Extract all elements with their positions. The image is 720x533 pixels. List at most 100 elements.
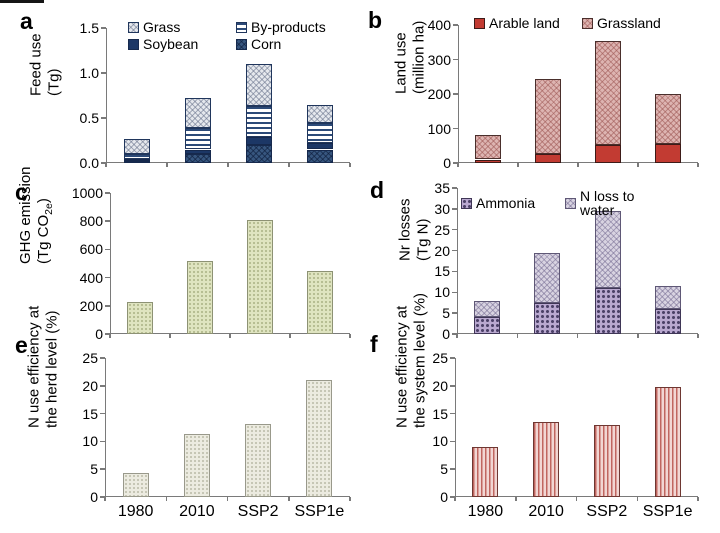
y-tick-label: 15 — [434, 263, 450, 280]
legend-item-corn: Corn — [236, 37, 344, 51]
x-tick-mark — [515, 497, 517, 501]
y-tick-label: 25 — [82, 350, 98, 366]
y-tick-label: 10 — [432, 433, 448, 450]
y-tick-mark — [100, 468, 105, 470]
y-tick-label: 200 — [427, 86, 451, 102]
y-tick-mark — [105, 276, 110, 279]
y-tick-mark — [453, 24, 458, 26]
crop-artifact — [0, 0, 44, 3]
x-category-label: 2010 — [179, 503, 215, 520]
bar-segment-grass — [123, 138, 150, 154]
panel-letter-e: e — [15, 332, 28, 358]
x-tick-mark — [227, 163, 229, 167]
y-tick-label: 1000 — [71, 185, 103, 201]
y-tick-mark — [453, 58, 458, 61]
legend-item-grass: Grass — [128, 20, 236, 34]
y-tick-mark — [105, 333, 110, 335]
bar-segment-byproducts — [245, 106, 272, 137]
y-tick-mark — [450, 496, 455, 498]
y-tick-mark — [100, 385, 105, 387]
y-tick-label: 20 — [82, 377, 98, 394]
y-tick-label: 1.0 — [79, 65, 99, 81]
x-tick-mark — [636, 497, 638, 501]
y-tick-mark — [101, 27, 106, 29]
x-tick-mark — [456, 334, 458, 338]
y-tick-label: 0 — [95, 326, 103, 342]
plot-area — [455, 358, 698, 497]
bar-segment-system — [593, 424, 620, 497]
bar-segment-soybean — [245, 136, 272, 145]
legend: Ammonia N loss to water — [461, 189, 669, 217]
x-tick-mark — [454, 497, 456, 501]
bar-segment-byproducts — [184, 127, 211, 150]
y-tick-mark — [100, 440, 105, 443]
y-tick-label: 10 — [82, 433, 98, 450]
bar-segment-corn — [245, 145, 272, 163]
legend: Arable land Grassland — [474, 16, 690, 30]
x-category-label: SSP2 — [237, 503, 279, 520]
x-category-label: 2010 — [528, 503, 564, 520]
bar-segment-ammonia — [474, 317, 501, 334]
panel-letter-c: c — [15, 179, 28, 205]
y-tick-mark — [453, 127, 458, 130]
x-tick-mark — [349, 334, 351, 338]
x-tick-mark — [349, 497, 351, 501]
y-tick-label: 20 — [434, 242, 450, 259]
plot-area — [106, 28, 350, 163]
bar-segment-ammonia — [654, 309, 681, 334]
bar-segment-ghg — [127, 301, 153, 334]
legend: Grass By-products Soybean Corn — [128, 20, 344, 51]
y-tick-mark — [101, 72, 106, 74]
x-tick-mark — [637, 334, 639, 338]
y-tick-label: 30 — [434, 200, 450, 217]
x-category-label: SSP1e — [294, 503, 345, 520]
legend-swatch-grassland-icon — [582, 17, 593, 29]
y-tick-mark — [452, 187, 457, 189]
y-tick-mark — [105, 220, 110, 222]
y-tick-label: 400 — [79, 269, 103, 286]
bar-segment-grassland — [655, 94, 681, 144]
bar-segment-nwater — [594, 210, 621, 289]
y-tick-label: 300 — [427, 51, 451, 68]
bar-segment-system — [533, 421, 560, 497]
bar-segment-herd — [122, 473, 149, 497]
legend-swatch-arable-icon — [474, 17, 485, 29]
bar-segment-grassland — [535, 78, 561, 155]
y-tick-label: 0 — [442, 326, 450, 342]
bar-segment-grass — [184, 98, 211, 128]
y-tick-mark — [100, 496, 105, 498]
x-tick-mark — [516, 334, 518, 338]
y-tick-mark — [450, 412, 455, 415]
legend-swatch-grass-icon — [128, 21, 139, 33]
plot-area — [105, 358, 350, 497]
legend-label: Soybean — [143, 36, 199, 52]
x-tick-mark — [289, 334, 291, 338]
bar-segment-herd — [306, 380, 333, 497]
bar-segment-ammonia — [534, 302, 561, 334]
y-tick-label: 5 — [442, 305, 450, 322]
y-tick-label: 800 — [79, 213, 103, 230]
bar-segment-grass — [245, 64, 272, 107]
legend-item-grassland: Grassland — [582, 16, 690, 30]
bar-segment-nwater — [474, 300, 501, 318]
y-tick-mark — [453, 162, 458, 164]
legend-swatch-nwater-icon — [565, 197, 576, 209]
legend-swatch-ammonia-icon — [461, 197, 472, 209]
y-tick-label: 10 — [434, 284, 450, 301]
x-tick-mark — [457, 163, 459, 167]
x-tick-mark — [288, 497, 290, 501]
legend-label: Corn — [251, 36, 282, 52]
x-tick-mark — [229, 334, 231, 338]
y-tick-mark — [452, 249, 457, 252]
y-tick-mark — [452, 270, 457, 273]
y-tick-mark — [453, 93, 458, 95]
y-tick-label: 5 — [90, 461, 98, 478]
y-tick-mark — [105, 305, 110, 307]
y-tick-label: 200 — [79, 297, 103, 314]
x-tick-mark — [637, 163, 639, 167]
bar-segment-ammonia — [594, 288, 621, 334]
x-tick-mark — [169, 334, 171, 338]
y-tick-mark — [105, 248, 110, 251]
